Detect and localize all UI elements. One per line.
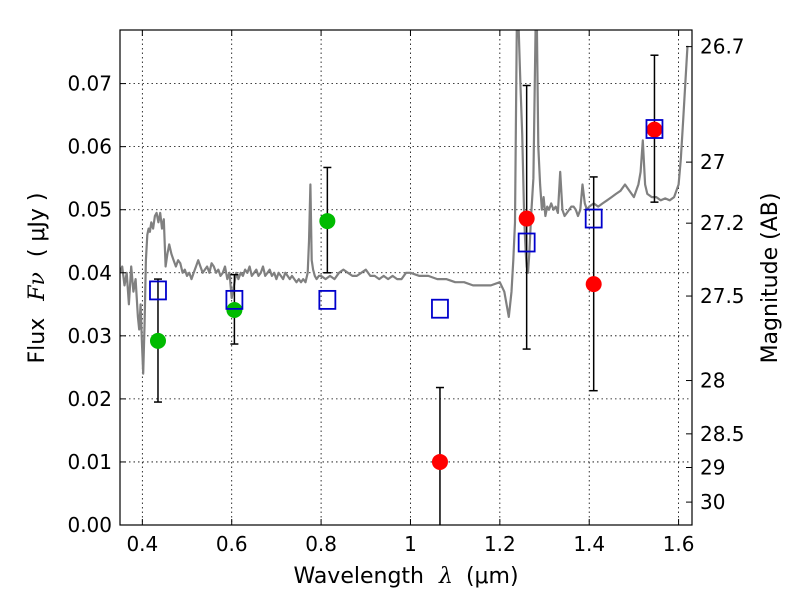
template-sed — [120, 30, 689, 375]
x-tick-label: 0.8 — [305, 532, 337, 556]
observed-detection-point — [149, 332, 166, 349]
x-tick-label: 1.4 — [573, 532, 605, 556]
template-sed-line — [120, 30, 689, 375]
y-tick-label: 0.01 — [67, 450, 112, 474]
x-tick-label: 1 — [404, 532, 417, 556]
x-tick-label: 0.6 — [216, 532, 248, 556]
model-photometry-square — [645, 119, 664, 139]
y-axis-label-prefix: Flux — [25, 318, 50, 364]
observed-detection-point — [319, 213, 336, 230]
y-tick-label: 0.02 — [67, 387, 112, 411]
x-axis-ticks: 0.4 0.6 0.8 1 1.2 1.4 1.6 — [126, 30, 695, 556]
y-tick-label: 0.03 — [67, 324, 112, 348]
magnitude-tick-label: 26.7 — [700, 35, 745, 59]
data-markers — [149, 119, 664, 470]
y-tick-label: 0.06 — [67, 135, 112, 159]
model-photometry-square — [517, 232, 536, 253]
magnitude-axis-label: Magnitude (AB) — [758, 193, 783, 364]
observed-weak-point — [646, 121, 663, 138]
magnitude-tick-label: 27 — [700, 150, 725, 174]
y-axis-label-symbol: Fν — [25, 272, 50, 302]
x-axis-label-unit: (μm) — [466, 564, 519, 589]
model-photometry-square — [431, 298, 449, 319]
x-axis-label-symbol: λ — [438, 564, 453, 589]
y-tick-label: 0.04 — [67, 261, 112, 285]
magnitude-tick-label: 30 — [700, 490, 725, 514]
x-tick-label: 0.4 — [126, 532, 158, 556]
y-axis-label: Flux Fν ( μJy ) — [25, 192, 50, 363]
magnitude-tick-label: 27.5 — [700, 284, 745, 308]
magnitude-tick-label: 28 — [700, 369, 725, 393]
y-axis-ticks: 0.00 0.01 0.02 0.03 0.04 0.05 0.06 0.07 — [67, 72, 126, 537]
magnitude-tick-label: 27.2 — [700, 211, 745, 235]
model-photometry-square — [318, 289, 337, 310]
plot-frame — [119, 29, 693, 526]
observed-detection-point — [226, 301, 243, 318]
magnitude-axis-ticks: 26.7 27 27.2 27.5 28 28.5 29 30 — [686, 35, 745, 514]
y-tick-label: 0.00 — [67, 513, 112, 537]
x-tick-label: 1.6 — [663, 532, 695, 556]
x-tick-label: 1.2 — [484, 532, 516, 556]
x-axis-label: Wavelength λ (μm) — [293, 564, 518, 589]
x-axis-label-prefix: Wavelength — [293, 564, 424, 589]
model-photometry-square — [584, 208, 603, 229]
magnitude-tick-label: 28.5 — [700, 422, 745, 446]
y-tick-label: 0.05 — [67, 198, 112, 222]
model-photometry-square — [225, 289, 244, 310]
observed-weak-point — [518, 210, 535, 227]
observed-weak-point — [431, 453, 448, 470]
model-photometry-square — [149, 280, 167, 301]
observed-weak-point — [585, 276, 602, 293]
magnitude-tick-label: 29 — [700, 455, 725, 479]
y-tick-label: 0.07 — [67, 72, 112, 96]
y-axis-label-unit: ( μJy ) — [25, 192, 50, 257]
